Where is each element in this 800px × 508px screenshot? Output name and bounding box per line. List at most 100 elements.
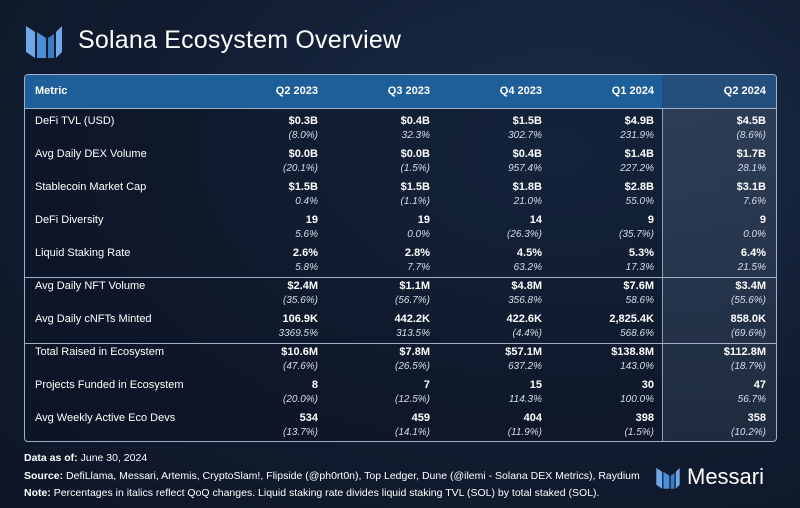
metric-value: 459	[411, 412, 430, 424]
qoq-change: 0.4%	[295, 196, 318, 207]
column-header: Q2 2024	[723, 85, 766, 97]
metric-value: $0.0B	[288, 148, 318, 160]
qoq-change: 32.3%	[401, 130, 430, 141]
qoq-change: 637.2%	[508, 361, 542, 372]
qoq-change: 7.6%	[743, 196, 766, 207]
metric-value: $1.4B	[624, 148, 654, 160]
metric-value: $7.8M	[399, 346, 430, 358]
qoq-change: (56.7%)	[394, 295, 430, 306]
qoq-change: 957.4%	[508, 163, 542, 174]
column-header: Q1 2024	[611, 85, 654, 97]
qoq-change: (69.6%)	[730, 328, 766, 339]
metric-value: $1.8B	[512, 181, 542, 193]
metric-label: Stablecoin Market Cap	[35, 181, 147, 193]
metric-label: Projects Funded in Ecosystem	[35, 379, 184, 391]
qoq-change: 58.6%	[625, 295, 654, 306]
qoq-change: 0.0%	[743, 229, 766, 240]
footer-date: Data as of: June 30, 2024	[24, 452, 147, 464]
metric-value: 9	[647, 214, 654, 226]
qoq-change: (35.7%)	[618, 229, 654, 240]
metric-value: $1.5B	[512, 115, 542, 127]
qoq-change: (4.4%)	[512, 328, 542, 339]
metric-value: $4.5B	[736, 115, 766, 127]
metric-value: $0.4B	[512, 148, 542, 160]
metric-label: DeFi Diversity	[35, 214, 104, 226]
overview-table: Metric Q2 2023 Q3 2023 Q4 2023 Q1 2024 Q2 202…	[24, 74, 777, 442]
footer-source: Source: DefiLlama, Messari, Artemis, Cry…	[24, 470, 640, 482]
metric-value: $7.6M	[623, 280, 654, 292]
page-title: Solana Ecosystem Overview	[78, 26, 402, 54]
metric-value: 2.6%	[292, 247, 318, 259]
note-value: Percentages in italics reflect QoQ chang…	[53, 487, 600, 499]
column-header: Q3 2023	[387, 85, 430, 97]
metric-value: 47	[753, 379, 766, 391]
metric-value: 19	[305, 214, 318, 226]
source-value: DefiLlama, Messari, Artemis, CryptoSlam!…	[66, 470, 640, 482]
qoq-change: 302.7%	[508, 130, 542, 141]
metric-value: $10.6M	[281, 346, 318, 358]
table-header	[25, 75, 776, 109]
qoq-change: (47.6%)	[282, 361, 318, 372]
metric-value: $2.4M	[287, 280, 318, 292]
metric-label: Avg Daily cNFTs Minted	[35, 313, 152, 325]
metric-label: Avg Daily DEX Volume	[35, 148, 147, 160]
qoq-change: 100.0%	[620, 394, 654, 405]
brand: Messari	[655, 462, 775, 492]
qoq-change: 63.2%	[513, 262, 542, 273]
header-highlight-q2-2024	[662, 75, 776, 108]
metric-value: 404	[523, 412, 542, 424]
metric-value: 19	[417, 214, 430, 226]
metric-label: Liquid Staking Rate	[35, 247, 131, 259]
metric-value: 858.0K	[730, 313, 766, 325]
qoq-change: (12.5%)	[394, 394, 430, 405]
metric-value: 2.8%	[404, 247, 430, 259]
qoq-change: (20.0%)	[282, 394, 318, 405]
metric-value: 14	[529, 214, 542, 226]
metric-value: 15	[529, 379, 542, 391]
metric-value: 442.2K	[394, 313, 430, 325]
metric-value: 8	[311, 379, 318, 391]
qoq-change: (26.5%)	[394, 361, 430, 372]
note-label: Note:	[24, 487, 51, 499]
qoq-change: (1.5%)	[624, 427, 654, 438]
metric-label: Total Raised in Ecosystem	[35, 346, 164, 358]
section-divider	[25, 277, 776, 278]
qoq-change: 56.7%	[737, 394, 766, 405]
qoq-change: 227.2%	[620, 163, 654, 174]
qoq-change: (8.0%)	[288, 130, 318, 141]
qoq-change: 5.8%	[295, 262, 318, 273]
qoq-change: (55.6%)	[730, 295, 766, 306]
qoq-change: 5.6%	[295, 229, 318, 240]
qoq-change: (10.2%)	[730, 427, 766, 438]
qoq-change: 3369.5%	[278, 328, 318, 339]
metric-value: 398	[635, 412, 654, 424]
qoq-change: 7.7%	[407, 262, 430, 273]
qoq-change: (1.1%)	[400, 196, 430, 207]
qoq-change: (14.1%)	[394, 427, 430, 438]
qoq-change: (26.3%)	[506, 229, 542, 240]
footer-note: Note: Percentages in italics reflect QoQ…	[24, 487, 599, 499]
column-header: Q4 2023	[499, 85, 542, 97]
section-divider	[25, 343, 776, 344]
qoq-change: 356.8%	[508, 295, 542, 306]
messari-brand-icon	[656, 467, 680, 489]
column-header: Q2 2023	[275, 85, 318, 97]
qoq-change: (11.9%)	[507, 427, 542, 438]
metric-value: $3.4M	[735, 280, 766, 292]
qoq-change: (13.7%)	[282, 427, 318, 438]
metric-value: $1.7B	[736, 148, 766, 160]
qoq-change: 17.3%	[625, 262, 654, 273]
date-value: June 30, 2024	[80, 452, 148, 464]
brand-name: Messari	[687, 464, 765, 489]
metric-value: 2,825.4K	[609, 313, 654, 325]
metric-value: $138.8M	[611, 346, 654, 358]
qoq-change: 114.3%	[508, 394, 542, 405]
metric-value: 9	[759, 214, 766, 226]
metric-value: 5.3%	[628, 247, 654, 259]
metric-value: 6.4%	[740, 247, 766, 259]
qoq-change: (1.5%)	[400, 163, 430, 174]
qoq-change: (8.6%)	[736, 130, 766, 141]
metric-value: $57.1M	[505, 346, 542, 358]
highlight-column-q2-2024	[662, 75, 776, 441]
qoq-change: 0.0%	[407, 229, 430, 240]
